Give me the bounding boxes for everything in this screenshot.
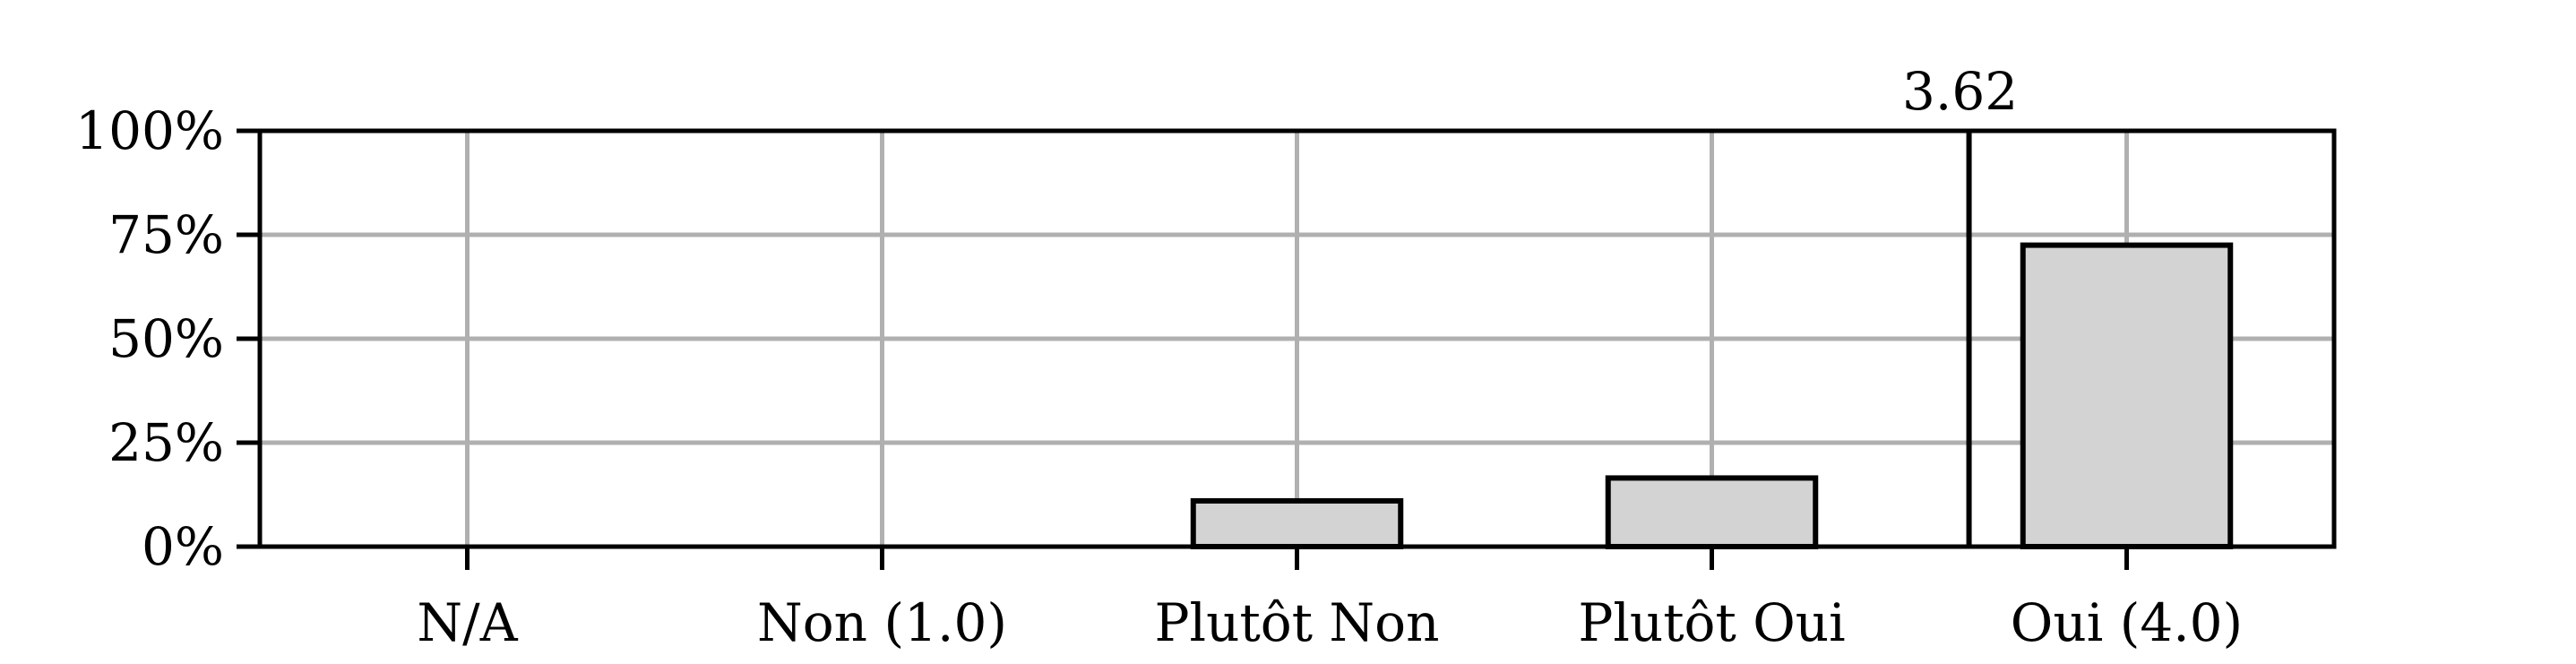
y-axis: 0% 25% 50% 75% 100% [75,100,260,577]
y-tick-label-3: 75% [108,204,224,265]
y-tick-label-2: 50% [108,308,224,369]
mean-marker: 3.62 [1902,61,2018,547]
y-tick-label-1: 25% [108,412,224,473]
bar-4 [2020,242,2234,549]
x-axis: N/A Non (1.0) Plutôt Non Plutôt Oui Oui (4.0… [417,547,2243,653]
x-tick-label-3: Plutôt Oui [1578,592,1845,653]
x-tick-label-2: Plutôt Non [1155,592,1440,653]
y-tick-label-0: 0% [142,516,224,577]
y-tick-label-4: 100% [75,100,224,161]
x-tick-label-4: Oui (4.0) [2011,592,2243,653]
bar-2 [1190,497,1404,550]
x-tick-label-0: N/A [417,592,518,653]
bar-3 [1605,475,1819,549]
mean-label: 3.62 [1902,61,2018,122]
x-tick-label-1: Non (1.0) [757,592,1007,653]
